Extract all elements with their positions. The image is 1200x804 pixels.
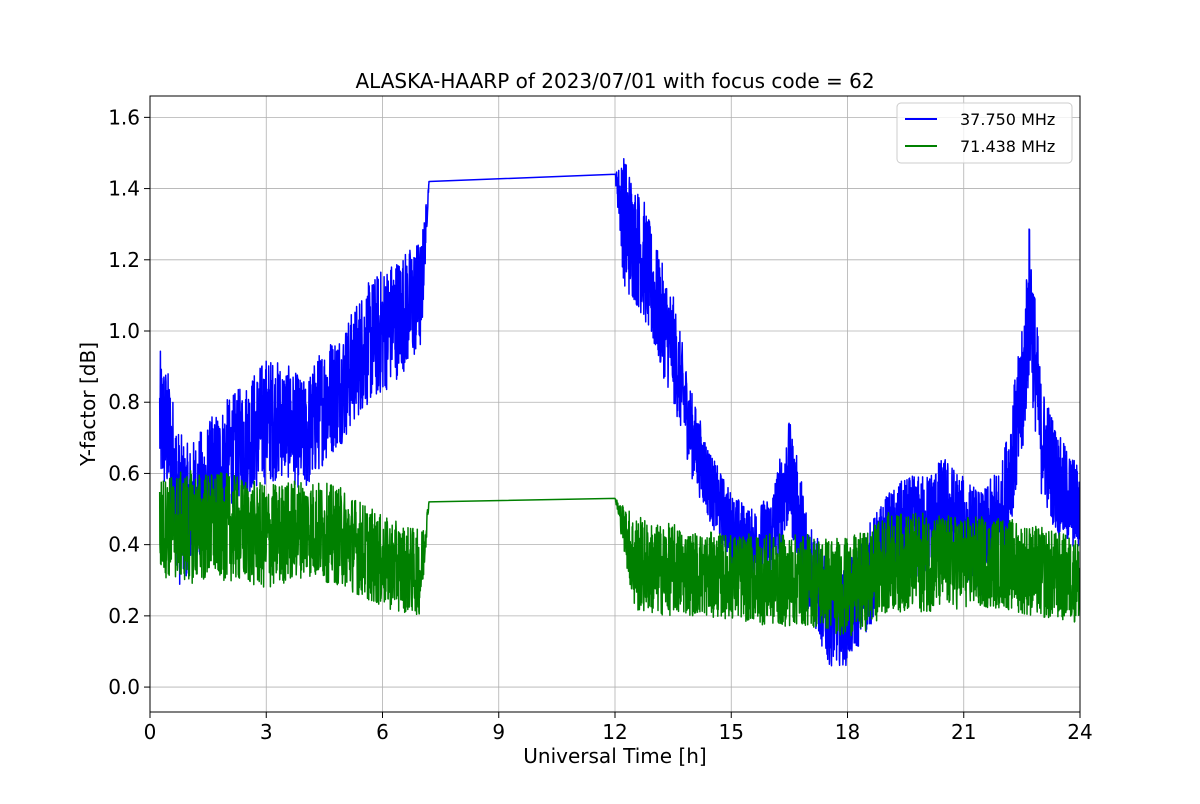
x-tick-label: 6	[376, 720, 389, 744]
y-tick-label: 0.0	[108, 675, 140, 699]
x-tick-label: 15	[719, 720, 744, 744]
y-tick-label: 0.8	[108, 390, 140, 414]
chart-title: ALASKA-HAARP of 2023/07/01 with focus co…	[355, 69, 874, 93]
y-tick-label: 1.0	[108, 319, 140, 343]
x-tick-label: 18	[835, 720, 860, 744]
x-tick-label: 3	[260, 720, 273, 744]
y-tick-label: 1.4	[108, 177, 140, 201]
series-line-1	[158, 158, 1080, 667]
legend-label-series-1: 37.750 MHz	[960, 110, 1055, 129]
y-axis-label: Y-factor [dB]	[76, 342, 100, 467]
y-tick-label: 0.6	[108, 461, 140, 485]
x-tick-label: 21	[951, 720, 976, 744]
legend: 37.750 MHz 71.438 MHz	[896, 102, 1073, 164]
series-line-2	[158, 470, 1080, 637]
x-tick-label: 9	[492, 720, 505, 744]
series-layer	[158, 158, 1080, 667]
y-tick-label: 1.6	[108, 105, 140, 129]
legend-label-series-2: 71.438 MHz	[960, 137, 1055, 156]
x-axis: 0 3 6 9 12 15 18 21 24	[144, 712, 1093, 744]
y-tick-label: 0.2	[108, 604, 140, 628]
x-tick-label: 12	[602, 720, 627, 744]
x-tick-label: 0	[144, 720, 157, 744]
y-axis: 0.0 0.2 0.4 0.6 0.8 1.0 1.2 1.4 1.6	[108, 105, 150, 699]
y-tick-label: 0.4	[108, 533, 140, 557]
x-axis-label: Universal Time [h]	[523, 744, 706, 768]
legend-box	[896, 102, 1073, 164]
y-tick-label: 1.2	[108, 248, 140, 272]
x-tick-label: 24	[1067, 720, 1092, 744]
